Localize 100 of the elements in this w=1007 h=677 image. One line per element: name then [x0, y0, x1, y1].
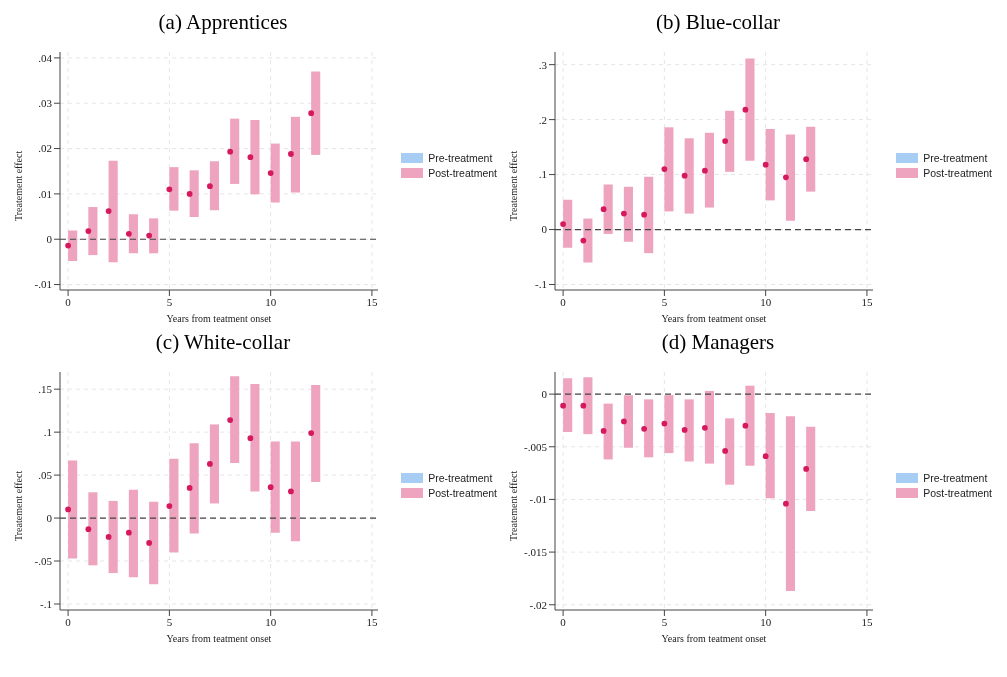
point	[186, 191, 193, 197]
point	[580, 402, 587, 409]
y-axis-title: Treatement effect	[12, 150, 24, 221]
bar	[88, 207, 98, 256]
bar	[623, 186, 633, 242]
point	[560, 221, 566, 227]
bar	[806, 426, 816, 512]
bar	[725, 418, 735, 485]
bar	[311, 384, 321, 482]
point	[702, 424, 708, 431]
bar	[644, 176, 654, 254]
x-tick-label: 15	[366, 295, 378, 308]
point	[65, 242, 71, 249]
bar	[68, 230, 78, 261]
x-tick-label: 10	[760, 295, 772, 308]
point	[803, 466, 810, 472]
bar	[725, 110, 735, 172]
bar	[704, 132, 714, 208]
y-tick-label: .05	[38, 469, 53, 482]
bar	[189, 170, 199, 218]
bar	[230, 376, 240, 464]
x-axis-title: Years from teatment onset	[166, 633, 272, 644]
bar	[563, 378, 573, 433]
bar	[785, 416, 796, 592]
bar	[765, 128, 775, 201]
y-tick-label: 0	[46, 233, 53, 246]
x-axis-title: Years from teatment onset	[661, 633, 767, 644]
chart-title: (a) Apprentices	[157, 10, 289, 35]
y-tick-label: 0	[541, 223, 548, 236]
bar	[209, 424, 219, 504]
point	[641, 211, 647, 218]
point	[580, 237, 587, 244]
point	[247, 154, 254, 161]
point	[105, 208, 112, 214]
point	[207, 183, 213, 190]
point	[186, 485, 193, 491]
point	[702, 167, 708, 174]
x-tick-label: 10	[265, 615, 277, 628]
point	[661, 166, 668, 172]
bar	[169, 458, 179, 553]
bar	[250, 120, 260, 195]
bar	[644, 399, 654, 458]
bar	[149, 501, 159, 585]
x-tick-label: 0	[65, 615, 72, 628]
bar	[765, 413, 775, 499]
bar	[664, 395, 674, 454]
y-tick-label: .04	[38, 51, 53, 64]
x-tick-label: 15	[366, 615, 378, 628]
bar	[684, 399, 694, 462]
point	[742, 106, 749, 113]
chart-title: (c) White-collar	[154, 330, 292, 355]
point	[267, 484, 274, 490]
y-tick-label: .3	[538, 58, 548, 71]
bar	[290, 441, 301, 542]
point	[85, 526, 92, 533]
legend-label: Post-treatment	[923, 167, 992, 179]
legend-label: Pre-treatment	[428, 472, 493, 484]
point	[146, 232, 152, 239]
x-tick-label: 0	[65, 295, 72, 308]
point	[267, 170, 274, 176]
y-tick-label: -.1	[40, 597, 52, 610]
y-axis-title: Treatement effect	[12, 470, 24, 541]
point	[247, 435, 254, 442]
y-tick-label: .01	[38, 187, 52, 200]
y-tick-label: 0	[541, 388, 548, 401]
x-tick-label: 5	[661, 295, 668, 308]
point	[308, 430, 315, 436]
y-tick-label: -.05	[34, 554, 53, 567]
bar	[149, 218, 159, 254]
bar	[583, 377, 593, 435]
y-tick-label: -.1	[535, 278, 547, 291]
point	[227, 148, 234, 155]
point	[681, 172, 688, 179]
bar	[603, 184, 613, 234]
point	[560, 402, 566, 409]
point	[762, 161, 769, 168]
bar	[68, 460, 78, 559]
bar	[169, 167, 179, 211]
bar	[230, 118, 240, 184]
point	[166, 186, 173, 193]
bar	[128, 214, 138, 254]
point	[641, 426, 647, 432]
bar	[806, 126, 816, 192]
bar	[209, 161, 219, 211]
point	[207, 461, 213, 467]
x-tick-label: 0	[560, 295, 567, 308]
bar	[189, 443, 199, 534]
y-tick-label: 0	[46, 511, 53, 524]
bar	[745, 385, 755, 466]
bar	[250, 384, 260, 492]
bar	[563, 199, 573, 248]
y-tick-label: .02	[38, 142, 52, 155]
bar	[684, 138, 694, 214]
bar	[311, 71, 321, 155]
bar	[290, 116, 301, 193]
y-tick-label: -.015	[524, 545, 548, 558]
point	[65, 506, 71, 513]
bar	[270, 441, 280, 533]
y-tick-label: .15	[38, 383, 53, 396]
y-tick-label: -.02	[529, 598, 547, 611]
